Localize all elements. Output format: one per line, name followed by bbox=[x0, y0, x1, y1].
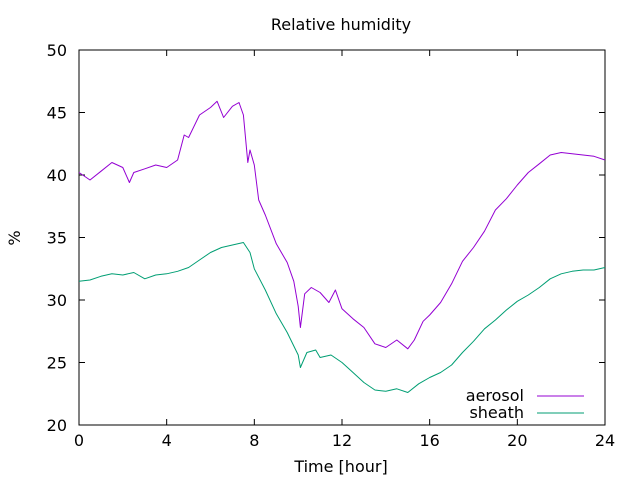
chart-title: Relative humidity bbox=[271, 15, 411, 34]
y-tick-label: 50 bbox=[47, 41, 67, 60]
y-tick-label: 45 bbox=[47, 104, 67, 123]
x-tick-label: 12 bbox=[332, 431, 352, 450]
y-tick-label: 40 bbox=[47, 166, 67, 185]
series-layer bbox=[78, 100, 606, 393]
x-tick-label: 16 bbox=[419, 431, 439, 450]
y-axis-label: % bbox=[5, 230, 24, 245]
series-line-aerosol bbox=[78, 100, 606, 350]
x-tick-label: 24 bbox=[595, 431, 615, 450]
x-tick-label: 0 bbox=[74, 431, 84, 450]
y-tick-label: 35 bbox=[47, 229, 67, 248]
x-tick-label: 4 bbox=[162, 431, 172, 450]
x-axis-label: Time [hour] bbox=[293, 457, 387, 476]
x-tick-label: 20 bbox=[507, 431, 527, 450]
y-tick-label: 20 bbox=[47, 416, 67, 435]
legend-label-aerosol: aerosol bbox=[466, 386, 524, 405]
legend-label-sheath: sheath bbox=[469, 403, 524, 422]
y-tick-label: 30 bbox=[47, 291, 67, 310]
y-tick-label: 25 bbox=[47, 354, 67, 373]
x-tick-label: 8 bbox=[249, 431, 259, 450]
x-axis-ticks: 0 4 8 12 16 20 24 bbox=[74, 50, 615, 450]
series-line-sheath bbox=[78, 242, 606, 393]
plot-area: 0 4 8 12 16 20 24 20 25 30 35 40 45 50 bbox=[47, 41, 616, 450]
y-axis-ticks: 20 25 30 35 40 45 50 bbox=[47, 41, 605, 435]
